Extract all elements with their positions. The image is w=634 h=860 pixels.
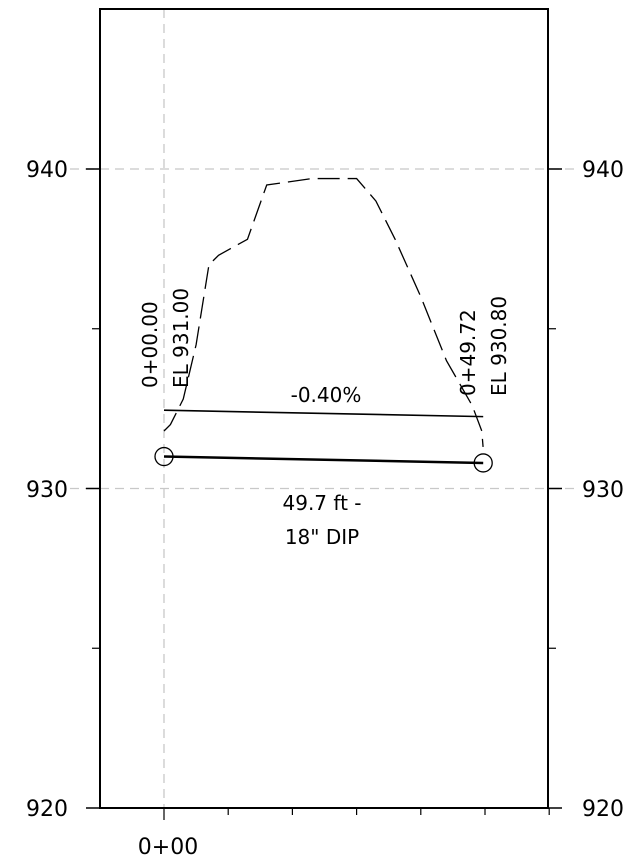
pipe-length-label: 49.7 ft - [283, 491, 362, 515]
slope-label: -0.40% [291, 383, 362, 407]
ground-profile-line [163, 177, 484, 448]
start-elevation-label: EL 931.00 [169, 288, 193, 388]
pipe-material-label: 18" DIP [285, 525, 359, 549]
elevation-label-right: 940 [582, 158, 624, 183]
elevation-label-left: 930 [26, 478, 68, 503]
elevation-label-left: 920 [26, 797, 68, 822]
grid-lines [70, 9, 578, 808]
slope-indicator-line [163, 409, 484, 418]
pipe-line [163, 455, 484, 465]
pipe-layer [154, 409, 493, 473]
axis-ticks [86, 168, 562, 820]
start-structure-circle [154, 446, 174, 467]
profile-frame [99, 8, 549, 809]
end-structure-circle [473, 453, 493, 473]
station-label: 0+00 [138, 835, 198, 860]
end-station-label: 0+49.72 [456, 309, 480, 396]
elevation-label-left: 940 [26, 158, 68, 183]
elevation-label-right: 930 [582, 478, 624, 503]
start-station-label: 0+00.00 [138, 301, 162, 388]
elevation-label-right: 920 [582, 797, 624, 822]
end-elevation-label: EL 930.80 [487, 296, 511, 396]
ground-profile [163, 177, 484, 448]
